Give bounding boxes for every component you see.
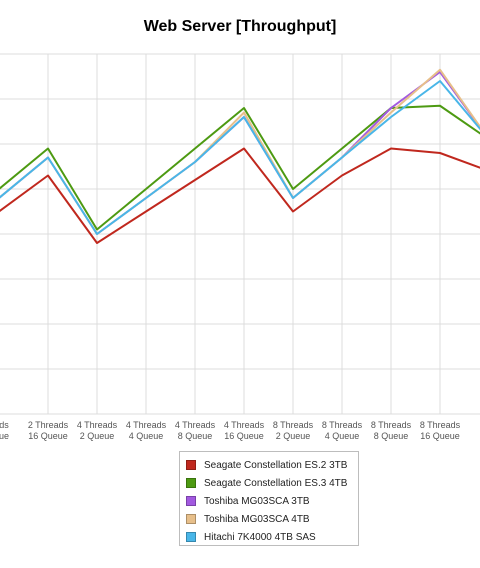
x-tick-label: 4 Threads 16 Queue [224,420,265,441]
legend-item: Seagate Constellation ES.2 3TB [186,456,358,474]
series-line-4 [0,80,480,235]
legend-swatch [186,496,196,506]
legend-label: Seagate Constellation ES.2 3TB [204,459,348,471]
x-tick-label: 8 Threads 8 Queue [371,420,412,441]
legend-label: Toshiba MG03SCA 4TB [204,513,310,525]
x-tick-label: 4 Threads 4 Queue [126,420,167,441]
legend-item: Hitachi 7K4000 4TB SAS [186,528,358,546]
legend-swatch [186,478,196,488]
chart-title: Web Server [Throughput] [143,18,337,35]
x-tick-label: 2 Threads 16 Queue [28,420,69,441]
legend: Seagate Constellation ES.2 3TB Seagate Co… [179,451,359,546]
legend-swatch [186,460,196,470]
x-tick-label: eadsueue [0,420,9,441]
x-tick-label: 8 Threads 2 Queue [273,420,314,441]
legend-swatch [186,532,196,542]
x-tick-label: 8 Threads 16 Queue [420,420,461,441]
legend-swatch [186,514,196,524]
legend-item: Toshiba MG03SCA 3TB [186,492,358,510]
x-tick-label: 4 Threads 8 Queue [175,420,216,441]
grid [0,53,480,415]
x-tick-label: 8 Threads 4 Queue [322,420,363,441]
series-line-1 [0,104,480,231]
series-line-0 [0,147,480,244]
legend-item: Toshiba MG03SCA 4TB [186,510,358,528]
x-tick-label: 4 Threads 2 Queue [77,420,118,441]
series-lines [0,68,480,244]
legend-label: Hitachi 7K4000 4TB SAS [204,531,316,543]
legend-item: Seagate Constellation ES.3 4TB [186,474,358,492]
legend-label: Toshiba MG03SCA 3TB [204,495,310,507]
legend-label: Seagate Constellation ES.3 4TB [204,477,348,489]
